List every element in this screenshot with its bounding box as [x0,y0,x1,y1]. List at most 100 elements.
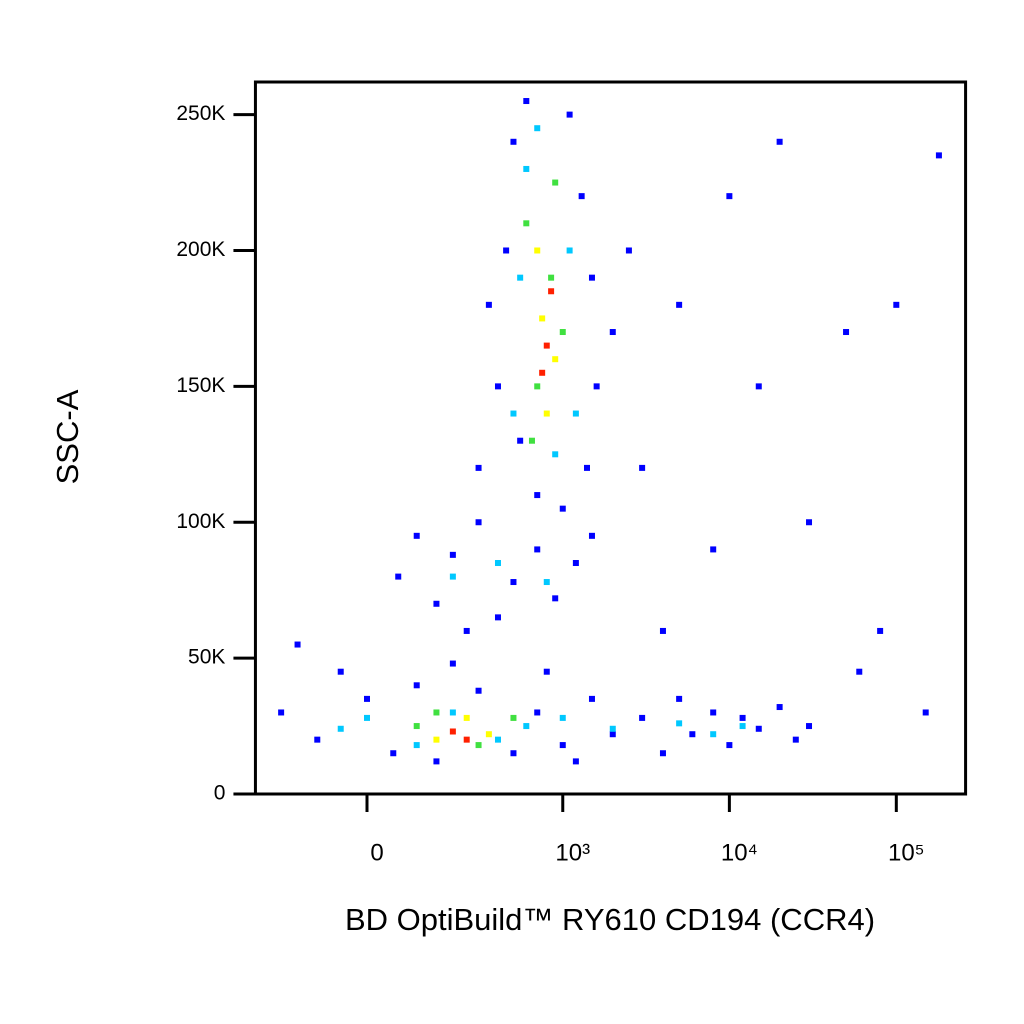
point [364,714,370,721]
point [755,725,762,732]
point [314,736,321,743]
point [548,274,555,281]
x-tick-label: 10⁴ [721,839,758,866]
point [534,492,541,499]
point [609,329,616,336]
point [337,668,344,675]
point [572,758,579,765]
plot-frame [253,80,968,796]
point [528,437,535,444]
point [523,723,530,730]
point [710,731,717,738]
point [935,152,942,159]
point [449,728,456,735]
point [588,695,595,702]
point [517,274,524,281]
x-axis-label: BD OptiBuild™ RY610 CD194 (CCR4) [345,902,875,937]
point [639,714,646,721]
point [552,451,559,458]
point [494,614,501,621]
point [485,731,492,738]
point [449,573,456,580]
point [559,742,566,749]
point [510,579,517,586]
point [593,383,600,390]
point [843,329,850,336]
point [413,742,420,749]
point [449,551,456,558]
point [543,410,550,417]
point [559,329,566,336]
point [548,288,555,295]
point [639,464,646,471]
point [689,731,696,738]
point [739,714,746,721]
point [433,600,440,607]
point [552,595,559,602]
y-tick-label: 100K [176,510,225,533]
point [494,736,501,743]
x-tick-label: 0 [370,839,383,866]
point [583,464,590,471]
point [806,723,813,730]
point [755,383,762,390]
point [543,668,550,675]
point [676,695,683,702]
point [485,301,492,308]
point [433,758,440,765]
point [609,731,616,738]
point [559,505,566,512]
point [676,720,683,727]
point [475,519,482,526]
point [539,315,546,322]
y-tick-label: 200K [176,238,225,261]
point [534,383,541,390]
point [726,193,733,200]
point [543,579,550,586]
point [433,709,440,716]
point [572,410,579,417]
point [523,220,530,227]
point [475,464,482,471]
point [776,704,783,711]
point [856,668,863,675]
point [475,742,482,749]
point [534,247,541,254]
point [510,410,517,417]
point [776,138,783,145]
point [337,725,344,732]
y-tick-label: 50K [188,646,225,669]
point [494,560,501,567]
point [922,709,929,716]
point [726,742,733,749]
point [494,383,501,390]
y-axis-label: SSC-A [50,389,85,484]
point [588,274,595,281]
y-tick-label: 0 [214,782,226,805]
point [588,532,595,539]
point [877,627,884,634]
point [463,627,470,634]
point [534,546,541,553]
point [659,627,666,634]
point [806,519,813,526]
point [390,750,397,757]
point [413,532,420,539]
point [676,301,683,308]
point [539,369,546,376]
point [659,750,666,757]
point [463,736,470,743]
point [433,736,440,743]
point [475,687,482,694]
point [609,725,616,732]
point [510,714,517,721]
point [578,193,585,200]
x-tick-label: 10⁵ [888,839,925,866]
point [413,723,420,730]
point [523,165,530,172]
point [893,301,900,308]
point [534,709,541,716]
point [278,709,285,716]
